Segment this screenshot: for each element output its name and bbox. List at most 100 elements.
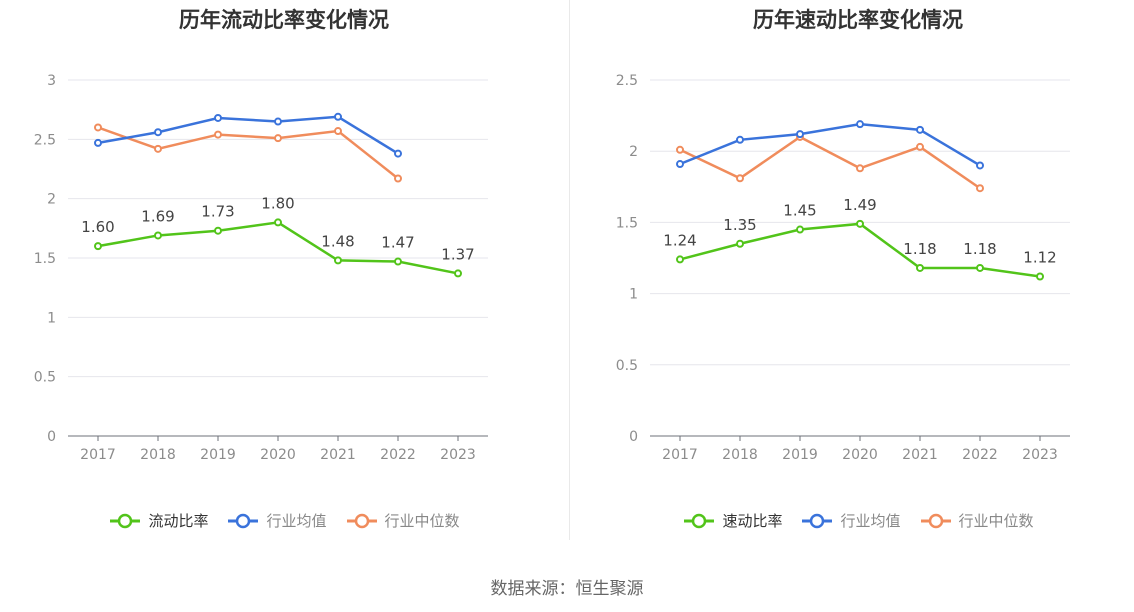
y-tick-label: 2.5 [616,73,638,89]
data-point [394,174,402,183]
series-line [97,126,399,180]
data-label: 1.35 [723,216,756,234]
data-point [736,239,744,248]
data-point [274,134,282,143]
data-point [394,149,402,158]
chart-legend: 流动比率 行业均值 行业中位数 [0,510,568,531]
data-point [676,160,684,169]
y-tick-label: 0.5 [616,358,638,374]
y-tick-label: 2 [47,192,56,208]
y-tick-label: 0 [47,429,56,445]
y-tick-label: 2 [629,144,638,160]
data-point [736,135,744,144]
chart-title: 历年速动比率变化情况 [753,8,963,32]
legend-label: 流动比率 [148,512,209,530]
data-point [856,164,864,173]
legend-label: 速动比率 [722,512,783,530]
data-point [676,255,684,264]
x-tick-label: 2017 [662,447,698,463]
line-chart-quick-ratio: 0 0.5 1 1.5 2 2.5 2017 2018 2019 2020 2021 2022 2023… [616,73,1070,463]
y-tick-label: 0 [629,429,638,445]
data-label: 1.24 [663,231,696,249]
x-tick-label: 2020 [260,447,296,463]
data-point [334,112,342,121]
data-label: 1.60 [81,218,114,236]
x-tick-label: 2019 [200,447,236,463]
data-point [976,184,984,193]
y-tick-label: 0.5 [34,370,56,386]
x-tick-label: 2022 [962,447,998,463]
data-label: 1.73 [201,203,234,221]
data-point [154,144,162,153]
legend-item-industry-median[interactable]: 行业中位数 [345,510,460,531]
legend-item-industry-mean[interactable]: 行业均值 [226,510,327,531]
data-point [856,120,864,129]
data-point [394,257,402,266]
data-point [334,127,342,136]
series-line [97,115,399,155]
data-point [334,256,342,265]
x-tick-label: 2018 [722,447,758,463]
x-tick-label: 2020 [842,447,878,463]
legend-item-industry-median[interactable]: 行业中位数 [919,510,1034,531]
chart-title: 历年流动比率变化情况 [179,8,389,32]
data-point [274,218,282,227]
data-point [214,130,222,139]
x-tick-label: 2018 [140,447,176,463]
x-tick-label: 2017 [80,447,116,463]
legend-item-quick-ratio[interactable]: 速动比率 [682,510,782,531]
legend-line-icon [684,513,715,528]
panel-divider [569,0,570,540]
legend-label: 行业均值 [840,512,901,530]
data-point [976,263,984,272]
chart-panel-quick-ratio: 历年速动比率变化情况 0 0.5 1 1.5 2 2.5 2017 2018 2019 2020 2… [582,0,1134,560]
data-point [916,263,924,272]
data-point [214,113,222,122]
data-point [796,130,804,139]
series-line [679,135,981,190]
y-tick-label: 1.5 [34,251,56,267]
data-point [94,242,102,251]
data-point [214,226,222,235]
line-chart-current-ratio: 0 0.5 1 1.5 2 2.5 3 2017 2018 2019 2020 2021 2022 202… [34,73,488,463]
data-point [1036,272,1044,281]
series-line [679,122,981,167]
data-label: 1.80 [261,194,294,212]
legend-label: 行业中位数 [958,512,1034,530]
data-label: 1.18 [963,240,996,258]
data-label: 1.45 [783,202,816,220]
data-label: 1.18 [903,240,936,258]
chart-legend: 速动比率 行业均值 行业中位数 [582,510,1134,531]
legend-label: 行业中位数 [384,512,460,530]
x-tick-label: 2023 [440,447,476,463]
data-label: 1.69 [141,207,174,225]
data-point [154,231,162,240]
data-point [274,117,282,126]
data-point [976,161,984,170]
legend-label: 行业均值 [266,512,327,530]
y-tick-label: 1 [47,310,56,326]
data-point [154,128,162,137]
x-tick-label: 2019 [782,447,818,463]
data-point [916,125,924,134]
data-point [916,142,924,151]
data-point [454,269,462,278]
legend-item-industry-mean[interactable]: 行业均值 [800,510,901,531]
y-tick-label: 1.5 [616,215,638,231]
data-point [94,123,102,132]
legend-line-icon [346,513,377,528]
data-label: 1.37 [441,245,474,263]
y-tick-label: 2.5 [34,132,56,148]
data-point [856,219,864,228]
x-tick-label: 2021 [902,447,938,463]
data-point [94,138,102,147]
x-tick-label: 2021 [320,447,356,463]
legend-line-icon [110,513,141,528]
legend-item-current-ratio[interactable]: 流动比率 [108,510,208,531]
chart-panel-current-ratio: 历年流动比率变化情况 0 0.5 1 1.5 2 2.5 3 2017 2018 2019 2020… [0,0,568,560]
legend-line-icon [920,513,951,528]
data-point [796,225,804,234]
data-label: 1.48 [321,232,354,250]
x-tick-label: 2023 [1022,447,1058,463]
legend-line-icon [802,513,833,528]
